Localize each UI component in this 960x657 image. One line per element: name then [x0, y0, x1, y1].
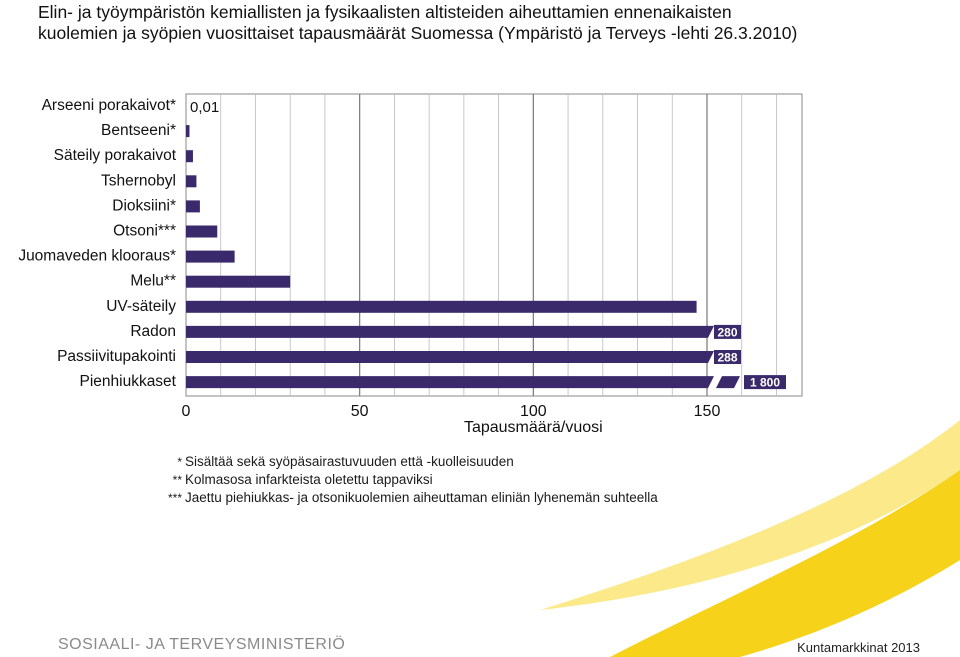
value-label-bg: [714, 324, 741, 339]
footnote-mark: *: [177, 455, 182, 469]
bar: [186, 275, 291, 288]
x-axis-label: Tapausmäärä/vuosi: [464, 419, 603, 436]
category-label: Pienhiukkaset: [79, 373, 176, 390]
category-label: Dioksiini*: [112, 197, 176, 214]
title-line-2: kuolemien ja syöpien vuosittaiset tapaus…: [38, 23, 798, 43]
bar-segment: [716, 376, 740, 389]
bar: [186, 200, 200, 213]
footnote: ** Kolmasosa infarkteista oletettu tappav…: [150, 471, 658, 489]
footnote-mark: **: [172, 473, 182, 487]
bar: [186, 250, 235, 263]
value-label: 288: [717, 351, 737, 365]
bar: [186, 351, 714, 363]
category-label: Radon: [130, 323, 176, 340]
x-tick-label: 0: [182, 403, 191, 420]
bar: [186, 300, 697, 313]
bar: [186, 175, 197, 188]
value-label-bg: [744, 375, 786, 390]
category-label: Otsoni***: [113, 223, 176, 240]
value-label: 1 800: [750, 376, 780, 390]
title-line-1: Elin- ja työympäristön kemiallisten ja f…: [38, 2, 732, 22]
value-label: 0,01: [190, 99, 219, 116]
category-label: Passiivitupakointi: [57, 348, 176, 365]
footnotes: * Sisältää sekä syöpäsairastuvuuden että …: [150, 453, 658, 507]
bar: [186, 125, 190, 138]
category-label: Melu**: [130, 273, 176, 290]
footnote-text: Kolmasosa infarkteista oletettu tappavik…: [185, 472, 433, 487]
category-label: Säteily porakaivot: [54, 147, 177, 164]
bar: [186, 150, 193, 163]
footer-source: Kuntamarkkinat 2013: [797, 640, 920, 655]
category-label: Bentseeni*: [101, 122, 176, 139]
x-tick-label: 100: [520, 403, 547, 420]
x-tick-label: 50: [351, 403, 369, 420]
category-label: Arseeni porakaivot*: [42, 97, 176, 114]
x-tick-label: 150: [694, 403, 721, 420]
footnote: * Sisältää sekä syöpäsairastuvuuden että …: [150, 453, 658, 471]
bar: [186, 225, 218, 238]
chart-title: Elin- ja työympäristön kemiallisten ja f…: [38, 2, 938, 44]
footnote-text: Sisältää sekä syöpäsairastuvuuden että -…: [185, 454, 514, 469]
category-label: Juomaveden klooraus*: [18, 248, 176, 265]
value-label-bg: [714, 350, 741, 364]
decorative-swoosh-light: [540, 420, 960, 610]
decorative-swoosh: [610, 470, 960, 657]
footnote: *** Jaettu piehiukkas- ja otsonikuolemien…: [150, 489, 658, 507]
category-label: UV-säteily: [106, 298, 176, 315]
bar: [186, 376, 714, 389]
category-label: Tshernobyl: [101, 172, 176, 189]
footnote-text: Jaettu piehiukkas- ja otsonikuolemien ai…: [185, 490, 658, 505]
footnote-mark: ***: [167, 491, 182, 505]
ministry-logo-text: SOSIAALI- JA TERVEYSMINISTERIÖ: [58, 636, 346, 653]
value-label: 280: [717, 325, 737, 339]
plot-frame: [185, 93, 803, 397]
bar: [186, 325, 714, 338]
